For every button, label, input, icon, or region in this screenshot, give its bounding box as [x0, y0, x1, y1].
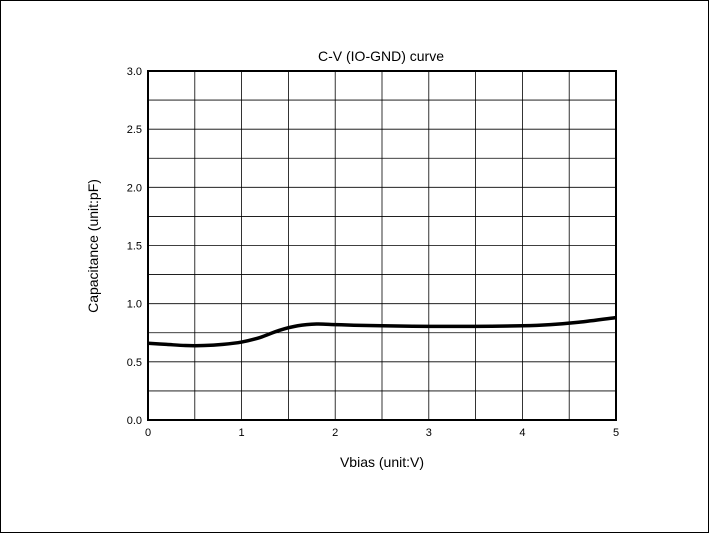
- y-axis-label: Capacitance (unit:pF): [85, 179, 101, 313]
- x-tick-label: 3: [426, 427, 432, 439]
- x-tick-label: 0: [145, 427, 151, 439]
- y-tick-labels: 0.0 0.5 1.0 1.5 2.0 2.5 3.0: [127, 66, 142, 427]
- chart-title: C-V (IO-GND) curve: [318, 48, 444, 64]
- plot-border: [147, 70, 617, 421]
- capacitance-curve: [147, 315, 617, 348]
- y-tick-label: 1.5: [127, 241, 142, 253]
- x-tick-labels: 0 1 2 3 4 5: [145, 427, 619, 439]
- x-tick-label: 2: [332, 427, 338, 439]
- grid-lines: [147, 70, 617, 421]
- y-tick-label: 2.5: [127, 124, 142, 136]
- y-tick-label: 3.0: [127, 66, 142, 78]
- x-axis-label: Vbias (unit:V): [340, 454, 424, 470]
- x-tick-label: 1: [239, 427, 245, 439]
- y-tick-label: 0.5: [127, 357, 142, 369]
- y-tick-label: 2.0: [127, 182, 142, 194]
- x-tick-label: 4: [519, 427, 525, 439]
- y-tick-label: 0.0: [127, 415, 142, 427]
- x-tick-label: 5: [613, 427, 619, 439]
- y-tick-label: 1.0: [127, 299, 142, 311]
